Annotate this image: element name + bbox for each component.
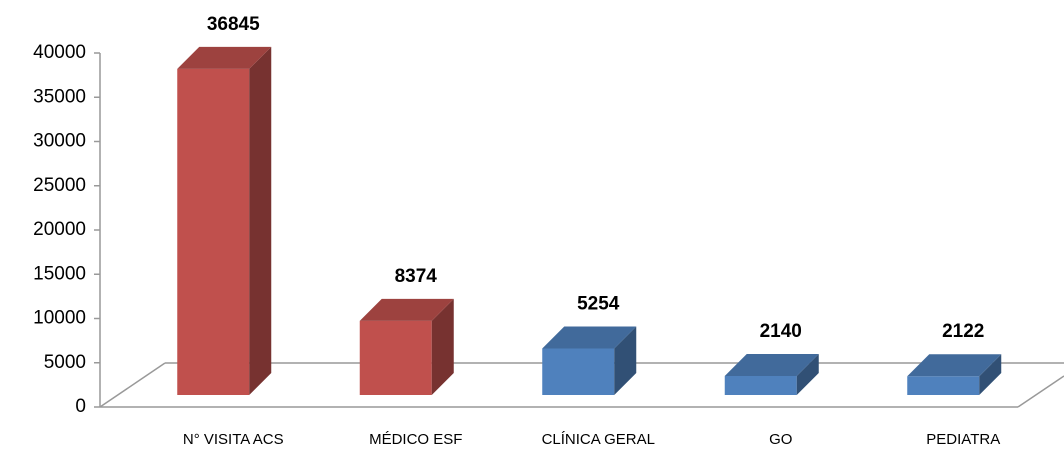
bar (542, 326, 637, 395)
y-tick-label: 35000 (33, 86, 86, 107)
x-tick-label: GO (769, 431, 792, 448)
value-label: 5254 (577, 294, 620, 315)
bar (724, 354, 819, 395)
bar-side (614, 326, 637, 395)
y-tick-label: 25000 (33, 175, 86, 196)
bar-front (907, 376, 980, 395)
bar (907, 354, 1002, 395)
bar-top (359, 298, 454, 321)
value-label: 36845 (207, 14, 260, 35)
y-tick-label: 5000 (44, 352, 86, 373)
bar (359, 298, 454, 395)
y-tick-label: 30000 (33, 131, 86, 152)
bar-side (249, 46, 272, 395)
y-tick-label: 10000 (33, 308, 86, 329)
y-tick-label: 40000 (33, 42, 86, 63)
bar-front (542, 348, 615, 395)
bar-top (542, 326, 637, 349)
bar-front (359, 320, 432, 395)
x-tick-label: CLÍNICA GERAL (542, 431, 655, 448)
bar-side (796, 354, 819, 395)
bar (177, 46, 272, 395)
bar-front (177, 68, 250, 395)
x-tick-label: MÉDICO ESF (369, 431, 462, 448)
value-label: 8374 (395, 266, 438, 287)
bar-side (979, 354, 1002, 395)
x-tick-label: N° VISITA ACS (183, 431, 284, 448)
bar-top (907, 354, 1002, 377)
y-tick-label: 15000 (33, 263, 86, 284)
x-tick-label: PEDIATRA (926, 431, 1000, 448)
value-label: 2122 (942, 321, 984, 342)
y-tick-label: 20000 (33, 219, 86, 240)
bar-top (724, 354, 819, 377)
y-tick-label: 0 (75, 396, 86, 417)
value-label: 2140 (760, 321, 802, 342)
bar-top (177, 46, 272, 69)
bar-front (724, 376, 797, 395)
bar-side (431, 298, 454, 395)
